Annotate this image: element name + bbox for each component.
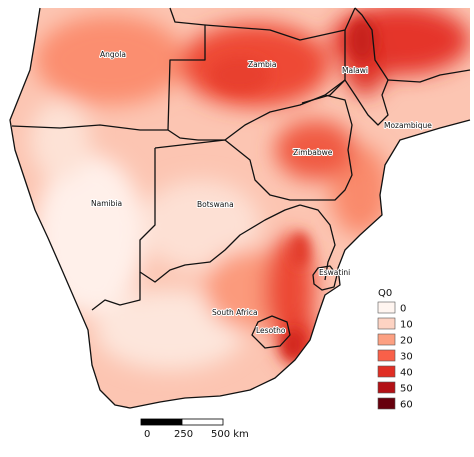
mid-zone-angola bbox=[35, 15, 185, 105]
low-zone-coast bbox=[30, 100, 90, 180]
label-zimbabwe: Zimbabwe bbox=[293, 148, 333, 157]
border-namibia-southafrica bbox=[91, 272, 141, 311]
border-malawi bbox=[344, 7, 389, 126]
legend-label-5: 50 bbox=[400, 384, 413, 395]
legend-swatches: 0 10 20 30 40 50 60 bbox=[377, 301, 413, 411]
low-zone-karoo bbox=[95, 290, 245, 370]
legend-swatch-6 bbox=[377, 397, 396, 410]
legend-label-0: 0 bbox=[400, 304, 406, 315]
country-labels: Angola Zambia Malawi Mozambique Zimbabwe… bbox=[90, 49, 433, 336]
legend-swatch-5 bbox=[377, 381, 396, 394]
peak-mpumalanga bbox=[290, 232, 310, 268]
border-southafrica-mozambique bbox=[299, 204, 336, 281]
legend-label-3: 30 bbox=[400, 352, 413, 363]
border-botswana-zimbabwe bbox=[224, 139, 322, 201]
legend-label-1: 10 bbox=[400, 320, 413, 331]
scale-label-500: 500 km bbox=[211, 429, 249, 440]
border-zimbabwe-mozambique bbox=[322, 94, 353, 201]
label-malawi: Malawi bbox=[342, 66, 368, 75]
border-angola-zambia bbox=[167, 7, 206, 131]
legend: Q0 0 10 20 30 40 50 60 bbox=[377, 288, 413, 411]
legend-label-4: 40 bbox=[400, 368, 413, 379]
country-borders bbox=[9, 7, 471, 409]
scale-segment-1 bbox=[140, 418, 183, 426]
label-eswatini: Eswatini bbox=[319, 268, 350, 277]
legend-swatch-1 bbox=[377, 317, 396, 330]
scale-label-250: 250 bbox=[174, 429, 193, 440]
legend-label-2: 20 bbox=[400, 336, 413, 347]
border-zambia-north bbox=[204, 7, 356, 41]
peak-malawi bbox=[348, 18, 376, 62]
border-mozambique-zambia bbox=[301, 79, 346, 104]
low-zone-botswana bbox=[140, 180, 260, 270]
high-zone-zimbabwe bbox=[275, 120, 355, 180]
scale-label-0: 0 bbox=[144, 429, 150, 440]
legend-swatch-4 bbox=[377, 365, 396, 378]
border-namibia-botswana bbox=[139, 139, 301, 283]
border-lesotho bbox=[251, 315, 291, 349]
coastline bbox=[9, 7, 471, 409]
low-zone-namibia bbox=[35, 155, 145, 315]
legend-title: Q0 bbox=[378, 288, 392, 299]
legend-label-6: 60 bbox=[400, 400, 413, 411]
legend-swatch-0 bbox=[377, 301, 396, 314]
label-namibia: Namibia bbox=[91, 199, 122, 208]
peak-zambia bbox=[210, 57, 270, 93]
scale-bar: 0 250 500 km bbox=[140, 418, 249, 440]
border-mozambique-north bbox=[387, 69, 471, 83]
label-lesotho: Lesotho bbox=[256, 326, 286, 335]
border-angola-namibia bbox=[11, 124, 199, 141]
label-botswana: Botswana bbox=[197, 200, 234, 209]
scale-segment-2 bbox=[181, 418, 224, 426]
border-eswatini bbox=[312, 265, 338, 291]
label-zambia: Zambia bbox=[248, 60, 276, 69]
label-mozambique: Mozambique bbox=[384, 121, 432, 130]
label-south-africa: South Africa bbox=[212, 308, 258, 317]
label-angola: Angola bbox=[100, 50, 126, 59]
legend-swatch-3 bbox=[377, 349, 396, 362]
legend-swatch-2 bbox=[377, 333, 396, 346]
peak-drakensberg bbox=[281, 329, 305, 361]
